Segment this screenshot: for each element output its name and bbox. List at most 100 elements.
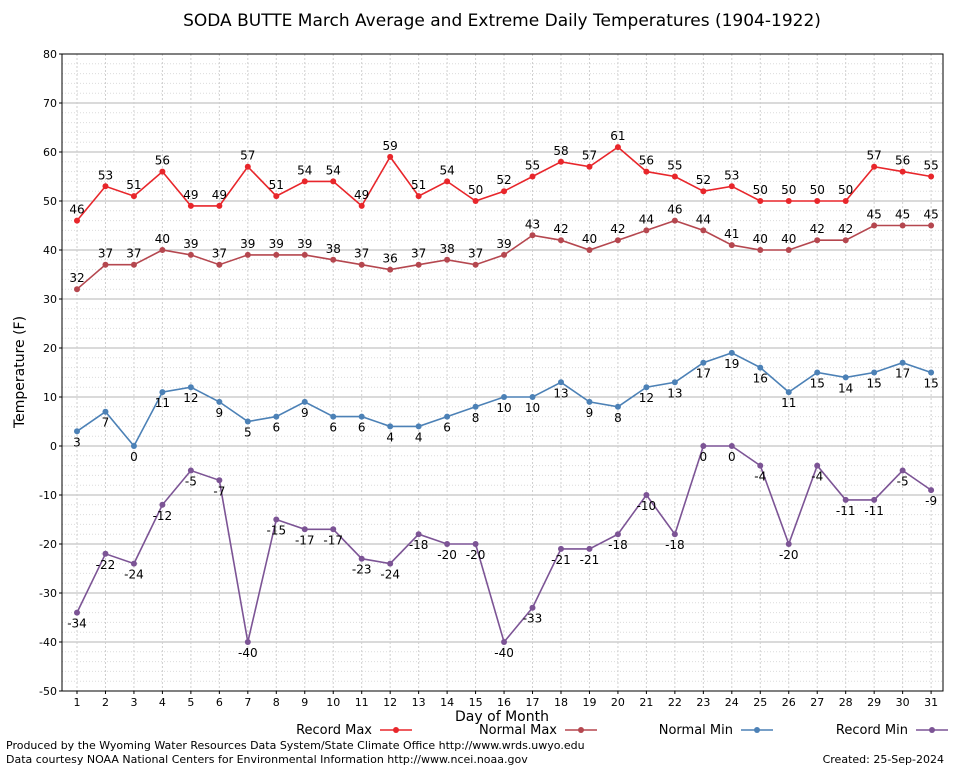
y-tick-label: 60 bbox=[43, 146, 57, 159]
data-point-record-max bbox=[557, 158, 564, 165]
legend-marker-normal-min bbox=[754, 727, 760, 733]
data-point-record-max bbox=[671, 173, 678, 180]
y-tick-label: 40 bbox=[43, 244, 57, 257]
data-point-normal-min bbox=[415, 423, 422, 430]
data-label-normal-max: 45 bbox=[923, 208, 938, 222]
data-point-record-max bbox=[187, 202, 194, 209]
data-label-record-min: -15 bbox=[266, 524, 286, 538]
data-label-normal-max: 40 bbox=[781, 232, 796, 246]
data-point-record-max bbox=[301, 178, 308, 185]
data-point-record-min bbox=[159, 501, 166, 508]
data-point-record-min bbox=[244, 639, 251, 645]
data-label-record-max: 49 bbox=[354, 188, 369, 202]
data-point-record-max bbox=[700, 188, 707, 195]
data-point-record-min bbox=[557, 545, 564, 552]
data-label-record-max: 49 bbox=[212, 188, 227, 202]
data-point-record-max bbox=[586, 163, 593, 170]
data-point-normal-max bbox=[472, 261, 479, 268]
x-tick-label: 6 bbox=[216, 696, 223, 709]
data-label-normal-max: 37 bbox=[468, 247, 483, 261]
plot-frame bbox=[61, 53, 944, 692]
data-label-record-max: 50 bbox=[753, 183, 768, 197]
data-point-record-min bbox=[728, 443, 735, 449]
x-tick-label: 3 bbox=[130, 696, 137, 709]
data-point-normal-max bbox=[614, 237, 621, 244]
y-tick-label: 70 bbox=[43, 97, 57, 110]
data-label-normal-min: 19 bbox=[724, 357, 739, 371]
data-label-record-min: -17 bbox=[295, 533, 315, 547]
data-label-normal-max: 39 bbox=[240, 237, 255, 251]
data-point-normal-min bbox=[899, 359, 906, 366]
data-label-normal-min: 3 bbox=[73, 435, 81, 449]
data-point-normal-min bbox=[643, 384, 650, 391]
data-label-normal-min: 4 bbox=[386, 430, 394, 444]
series-record-min: -34-22-24-12-5-7-40-15-17 -17-23 -24-18-20… bbox=[67, 443, 937, 660]
data-label-normal-min: 10 bbox=[496, 401, 511, 415]
data-label-normal-min: 15 bbox=[867, 377, 882, 391]
data-label-normal-max: 39 bbox=[496, 237, 511, 251]
data-label-normal-min: 6 bbox=[358, 421, 366, 435]
data-point-record-max bbox=[159, 168, 166, 175]
legend-label-normal-max: Normal Max bbox=[479, 723, 557, 738]
data-label-record-min: -20 bbox=[437, 548, 457, 562]
data-point-normal-min bbox=[330, 413, 337, 420]
data-label-record-min: -18 bbox=[665, 538, 685, 552]
data-point-record-max bbox=[130, 193, 137, 200]
x-tick-label: 14 bbox=[440, 696, 454, 709]
data-point-normal-max bbox=[671, 217, 678, 224]
data-point-normal-max bbox=[728, 242, 735, 249]
data-label-record-min: -23 bbox=[352, 563, 372, 577]
y-tick-label: -10 bbox=[39, 489, 57, 502]
data-point-normal-min bbox=[301, 398, 308, 405]
data-point-record-max bbox=[102, 183, 109, 190]
data-point-normal-max bbox=[273, 251, 280, 258]
data-point-normal-min bbox=[842, 374, 849, 381]
data-point-record-min bbox=[928, 487, 935, 494]
data-point-normal-min bbox=[529, 394, 536, 400]
series-normal-min: 3 7 0 11 12 9 5 6 9 6 6 4 4 6 8 10 10 13 9 8 12 13 17 19 16 11 15 1… bbox=[73, 349, 939, 464]
data-point-record-max bbox=[728, 183, 735, 190]
data-label-normal-max: 44 bbox=[639, 212, 654, 226]
data-label-record-max: 53 bbox=[98, 168, 113, 182]
legend-label-record-min: Record Min bbox=[836, 723, 908, 738]
data-point-record-min bbox=[387, 560, 394, 567]
data-label-record-max: 58 bbox=[553, 144, 568, 158]
data-point-record-min bbox=[871, 496, 878, 503]
data-label-normal-max: 39 bbox=[297, 237, 312, 251]
data-label-record-max: 57 bbox=[867, 149, 882, 163]
data-point-normal-max bbox=[387, 266, 394, 273]
data-point-normal-max bbox=[102, 261, 109, 268]
x-tick-label: 27 bbox=[810, 696, 824, 709]
data-label-record-min: -24 bbox=[380, 568, 400, 582]
data-point-record-min bbox=[358, 555, 365, 562]
data-point-record-min bbox=[757, 462, 764, 469]
data-label-record-max: 53 bbox=[724, 168, 739, 182]
data-point-normal-min bbox=[472, 403, 479, 410]
data-label-record-max: 54 bbox=[297, 163, 312, 177]
data-label-record-min: -20 bbox=[466, 548, 486, 562]
y-tick-label: 80 bbox=[43, 48, 57, 61]
data-point-normal-min bbox=[130, 443, 137, 449]
data-label-normal-min: 13 bbox=[553, 386, 568, 400]
data-point-record-max bbox=[871, 163, 878, 170]
data-label-normal-max: 37 bbox=[98, 247, 113, 261]
data-label-normal-min: 8 bbox=[472, 411, 480, 425]
data-point-record-max bbox=[216, 202, 223, 209]
data-point-normal-min bbox=[871, 369, 878, 376]
data-point-normal-min bbox=[728, 349, 735, 356]
data-point-normal-max bbox=[899, 222, 906, 229]
x-tick-label: 16 bbox=[497, 696, 511, 709]
footer-data-courtesy: Data courtesy NOAA National Centers for … bbox=[6, 753, 528, 766]
data-label-record-min: -40 bbox=[238, 646, 258, 660]
data-label-record-max: 54 bbox=[326, 163, 341, 177]
data-label-record-min: -18 bbox=[409, 538, 429, 552]
data-point-normal-min bbox=[557, 379, 564, 386]
data-point-normal-max bbox=[557, 237, 564, 244]
series-record-max: 46 53 51 56 49 49 57 51 54 54 49 59 51 54 50 52 55 58 57 61… bbox=[69, 129, 939, 224]
data-point-normal-min bbox=[216, 398, 223, 405]
x-tick-label: 10 bbox=[326, 696, 340, 709]
data-label-record-max: 59 bbox=[383, 139, 398, 153]
data-label-normal-max: 44 bbox=[696, 212, 711, 226]
x-tick-label: 12 bbox=[383, 696, 397, 709]
